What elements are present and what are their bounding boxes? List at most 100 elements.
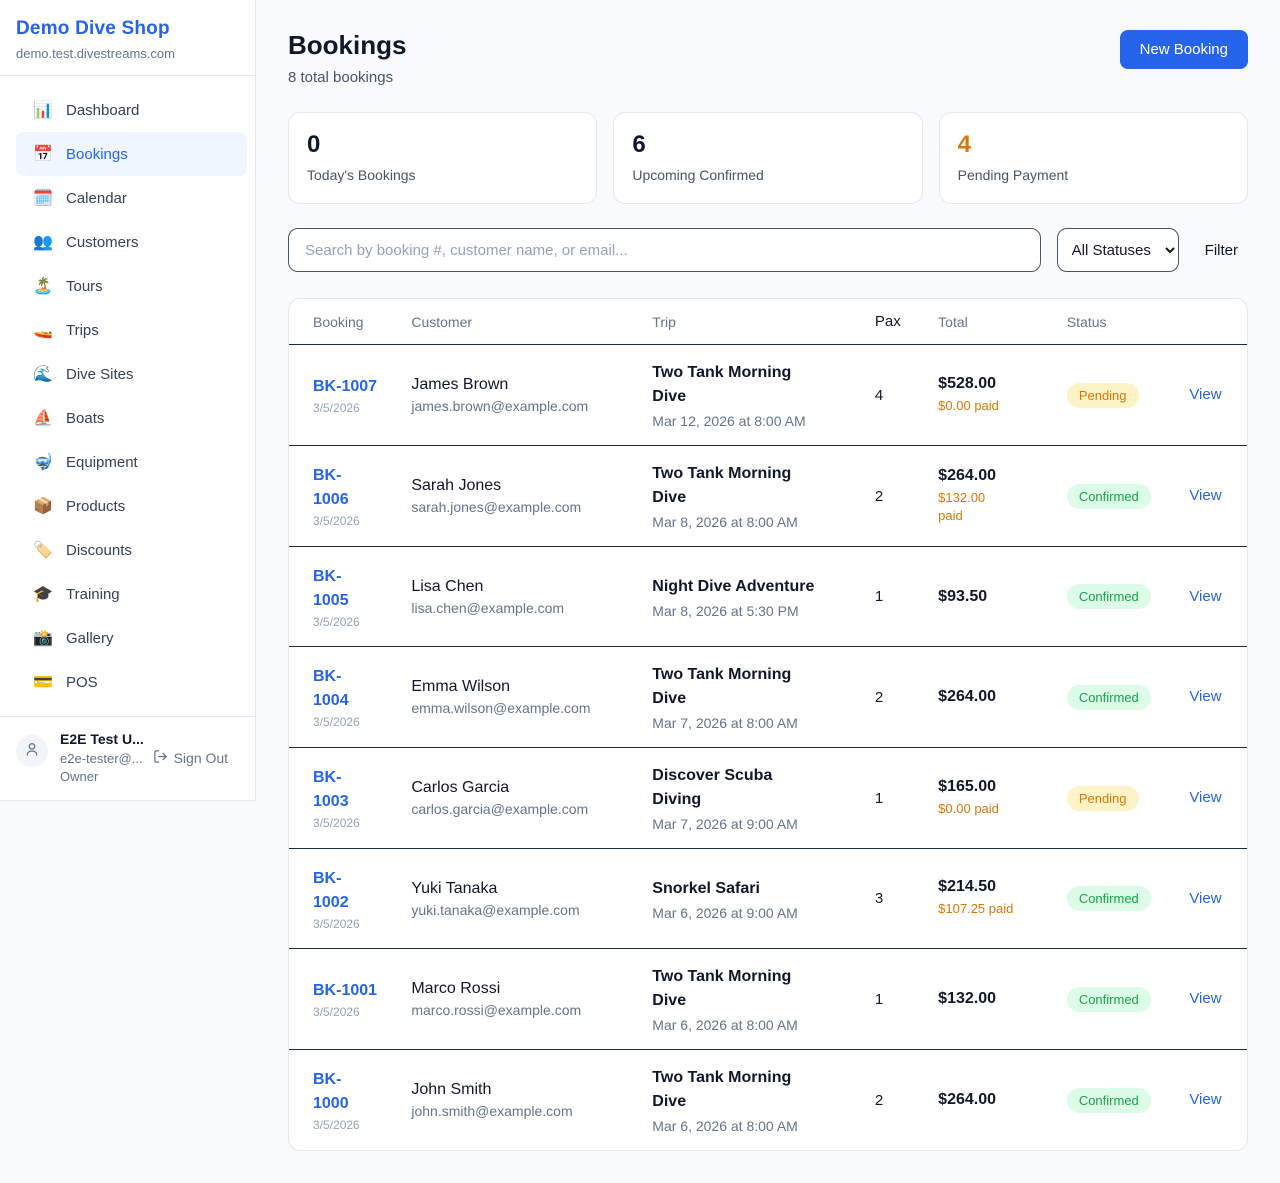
- trip-datetime: Mar 8, 2026 at 8:00 AM: [652, 514, 798, 530]
- booking-number-link[interactable]: BK- 1000: [313, 1071, 349, 1112]
- sidebar: Demo Dive Shop demo.test.divestreams.com…: [0, 0, 256, 801]
- sidebar-item-training[interactable]: 🎓 Training: [33, 585, 120, 604]
- view-link[interactable]: View: [1189, 487, 1222, 504]
- booking-number-link[interactable]: BK- 1002: [313, 869, 349, 911]
- sidebar-header: Demo Dive Shop demo.test.divestreams.com: [0, 0, 255, 76]
- sign-out-label: Sign Out: [173, 750, 229, 766]
- sign-out-icon: [153, 749, 168, 767]
- trip-datetime: Mar 12, 2026 at 8:00 AM: [652, 413, 806, 429]
- sidebar-item-trips[interactable]: 🚤 Trips: [33, 321, 99, 340]
- sidebar-item-pos[interactable]: 💳 POS: [33, 673, 98, 692]
- status-badge: Confirmed: [1066, 584, 1151, 609]
- booking-created-date: 3/5/2026: [313, 401, 360, 415]
- trip-datetime: Mar 6, 2026 at 8:00 AM: [652, 1118, 798, 1134]
- pax-count: 2: [874, 487, 884, 505]
- customer-email: carlos.garcia@example.com: [411, 801, 589, 817]
- sidebar-item-tours[interactable]: 🏝️ Tours: [33, 277, 103, 296]
- stat-card-upcoming-confirmed: 6 Upcoming Confirmed: [613, 112, 923, 204]
- total-amount: $132.00: [938, 990, 997, 1007]
- search-input[interactable]: [288, 228, 1041, 272]
- stat-value: 4: [957, 131, 972, 158]
- trip-datetime: Mar 6, 2026 at 9:00 AM: [652, 904, 798, 921]
- sidebar-item-customers[interactable]: 👥 Customers: [33, 233, 139, 252]
- discounts-icon: 🏷️: [33, 542, 53, 559]
- sidebar-item-calendar[interactable]: 🗓️ Calendar: [33, 189, 127, 208]
- booking-created-date: 3/5/2026: [313, 1118, 360, 1132]
- dive-sites-icon: 🌊: [33, 366, 53, 383]
- bookings-table-card: Booking Customer Trip Pax Total Status B…: [288, 298, 1248, 1151]
- customer-name: Yuki Tanaka: [411, 879, 498, 897]
- stat-label: Upcoming Confirmed: [632, 167, 764, 183]
- trip-datetime: Mar 6, 2026 at 8:00 AM: [652, 1017, 798, 1033]
- trips-icon: 🚤: [33, 322, 53, 339]
- stat-label: Pending Payment: [957, 167, 1069, 183]
- stat-value: 0: [307, 131, 321, 158]
- booking-number-link[interactable]: BK-1001: [313, 982, 378, 999]
- column-header-customer: Customer: [403, 299, 645, 345]
- booking-number-link[interactable]: BK- 1004: [313, 668, 349, 709]
- sign-out-button[interactable]: Sign Out: [153, 749, 228, 767]
- pax-count: 4: [874, 386, 884, 404]
- booking-created-date: 3/5/2026: [313, 715, 360, 729]
- trip-datetime: Mar 7, 2026 at 9:00 AM: [652, 816, 798, 832]
- sidebar-item-boats[interactable]: ⛵ Boats: [33, 409, 105, 428]
- customer-email: sarah.jones@example.com: [411, 499, 582, 515]
- boats-icon: ⛵: [33, 410, 53, 427]
- user-icon: [24, 741, 40, 762]
- booking-number-link[interactable]: BK- 1005: [313, 567, 349, 609]
- sidebar-item-equipment[interactable]: 🤿 Equipment: [33, 453, 138, 472]
- booking-created-date: 3/5/2026: [313, 1005, 360, 1019]
- trip-name: Two Tank Morning Dive: [652, 364, 792, 405]
- booking-number-link[interactable]: BK-1007: [313, 378, 378, 395]
- table-row: BK- 1005 3/5/2026 Lisa Chen lisa.chen@exa…: [289, 547, 1247, 647]
- sidebar-item-discounts[interactable]: 🏷️ Discounts: [33, 541, 132, 560]
- page-title: Bookings: [288, 30, 407, 60]
- view-link[interactable]: View: [1189, 889, 1222, 907]
- view-link[interactable]: View: [1189, 587, 1222, 605]
- booking-number-link[interactable]: BK- 1006: [313, 467, 349, 508]
- shop-name: Demo Dive Shop: [16, 18, 170, 39]
- view-link[interactable]: View: [1189, 386, 1222, 403]
- column-header-booking: Booking: [289, 299, 404, 345]
- filter-button[interactable]: Filter: [1195, 242, 1248, 259]
- sidebar-item-dive-sites[interactable]: 🌊 Dive Sites: [33, 365, 134, 384]
- total-amount: $528.00: [938, 374, 997, 392]
- view-link[interactable]: View: [1189, 789, 1222, 806]
- view-link[interactable]: View: [1189, 1091, 1222, 1108]
- booking-number-link[interactable]: BK- 1003: [313, 769, 349, 810]
- pax-count: 1: [874, 990, 884, 1008]
- status-badge: Pending: [1066, 785, 1139, 811]
- main-content: Bookings 8 total bookings New Booking 0 …: [256, 0, 1280, 1183]
- status-filter-select[interactable]: All Statuses: [1056, 228, 1179, 272]
- sidebar-item-gallery[interactable]: 📸 Gallery: [33, 629, 114, 648]
- sidebar-user-footer: E2E Test U... e2e-tester@... Sign Out Ow…: [0, 716, 255, 800]
- sidebar-item-products[interactable]: 📦 Products: [33, 497, 126, 516]
- view-link[interactable]: View: [1189, 688, 1222, 705]
- tours-icon: 🏝️: [33, 278, 53, 295]
- sidebar-item-bookings[interactable]: 📅 Bookings: [16, 132, 247, 176]
- booking-created-date: 3/5/2026: [313, 916, 360, 931]
- total-amount: $214.50: [938, 878, 997, 896]
- customer-email: yuki.tanaka@example.com: [411, 901, 580, 918]
- dashboard-icon: 📊: [33, 102, 53, 119]
- trip-name: Snorkel Safari: [652, 879, 760, 897]
- new-booking-button[interactable]: New Booking: [1119, 30, 1248, 69]
- paid-amount: $0.00 paid: [938, 800, 999, 816]
- calendar-icon: 🗓️: [33, 190, 53, 207]
- view-link[interactable]: View: [1189, 990, 1222, 1007]
- trip-name: Night Dive Adventure: [652, 577, 815, 595]
- customer-email: emma.wilson@example.com: [411, 700, 591, 716]
- trip-name: Two Tank Morning Dive: [652, 666, 792, 707]
- column-header-trip: Trip: [644, 299, 867, 345]
- column-header-pax: Pax: [866, 299, 931, 345]
- status-badge: Confirmed: [1066, 986, 1151, 1012]
- table-row: BK-1001 3/5/2026 Marco Rossi marco.rossi…: [289, 949, 1247, 1050]
- stats-row: 0 Today's Bookings 6 Upcoming Confirmed …: [288, 112, 1248, 204]
- avatar: [16, 735, 48, 767]
- booking-created-date: 3/5/2026: [313, 816, 360, 830]
- customer-email: marco.rossi@example.com: [411, 1002, 582, 1018]
- bookings-icon: 📅: [33, 146, 53, 163]
- trip-name: Discover Scuba Diving: [652, 767, 773, 808]
- customer-name: Marco Rossi: [411, 980, 501, 997]
- sidebar-item-dashboard[interactable]: 📊 Dashboard: [33, 101, 140, 120]
